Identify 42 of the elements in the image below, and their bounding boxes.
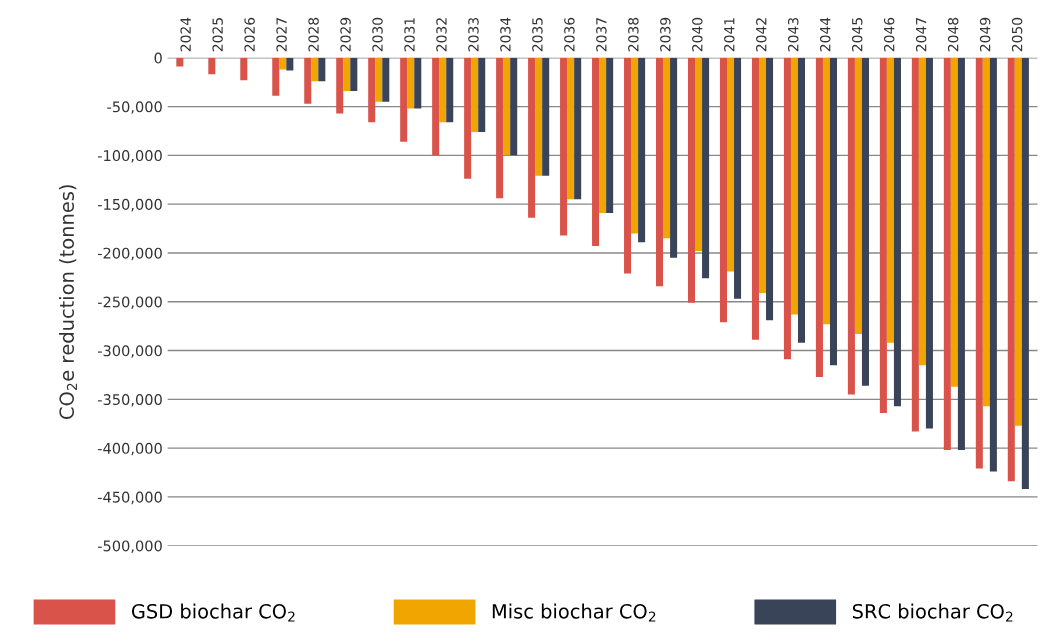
y-tick-label: -350,000	[97, 394, 162, 407]
x-tick-label: 2037	[596, 18, 607, 52]
x-tick-label: 2039	[660, 17, 671, 52]
y-tick-label: -300,000	[97, 345, 162, 358]
x-tick-label: 2043	[788, 17, 799, 52]
x-tick-label: 2046	[883, 17, 895, 52]
x-tick-label: 2026	[244, 17, 255, 52]
x-tick-label: 2045	[851, 18, 863, 52]
y-tick-label: -500,000	[97, 540, 162, 553]
x-tick-label: 2042	[756, 18, 767, 52]
x-tick-label: 2040	[692, 17, 703, 52]
legend-label: Misc biochar CO$_{2}$	[492, 603, 656, 622]
x-tick-label: 2025	[212, 18, 223, 52]
y-tick-label: -150,000	[97, 198, 162, 212]
y-axis-title: CO$_{2}$e reduction (tonnes)	[58, 185, 77, 419]
legend-label: SRC biochar CO$_{2}$	[852, 603, 1013, 622]
y-tick-label: -100,000	[97, 150, 162, 163]
x-tick-label: 2044	[819, 17, 831, 52]
legend-label: GSD biochar CO$_{2}$	[131, 603, 295, 622]
x-tick-label: 2050	[1011, 17, 1023, 52]
y-tick-label: -50,000	[107, 101, 162, 114]
x-tick-label: 2028	[308, 17, 319, 52]
y-tick-label: -200,000	[97, 247, 162, 261]
x-tick-label: 2031	[404, 18, 415, 52]
y-tick-label: -400,000	[97, 442, 162, 456]
x-tick-label: 2033	[468, 17, 479, 52]
x-tick-label: 2036	[564, 17, 575, 52]
x-tick-label: 2041	[724, 18, 735, 52]
x-tick-label: 2047	[915, 18, 927, 52]
x-tick-label: 2024	[180, 17, 191, 52]
x-tick-label: 2029	[340, 17, 351, 52]
x-tick-label: 2030	[372, 17, 383, 52]
x-tick-label: 2048	[947, 17, 959, 52]
x-tick-label: 2049	[979, 17, 991, 52]
x-tick-label: 2035	[532, 18, 543, 52]
y-tick-label: -450,000	[97, 491, 162, 505]
x-tick-label: 2034	[500, 17, 511, 52]
y-tick-label: 0	[154, 52, 162, 64]
x-tick-label: 2038	[628, 17, 639, 52]
x-tick-label: 2032	[436, 18, 447, 52]
x-tick-label: 2027	[276, 18, 287, 52]
y-tick-label: -250,000	[97, 296, 162, 309]
